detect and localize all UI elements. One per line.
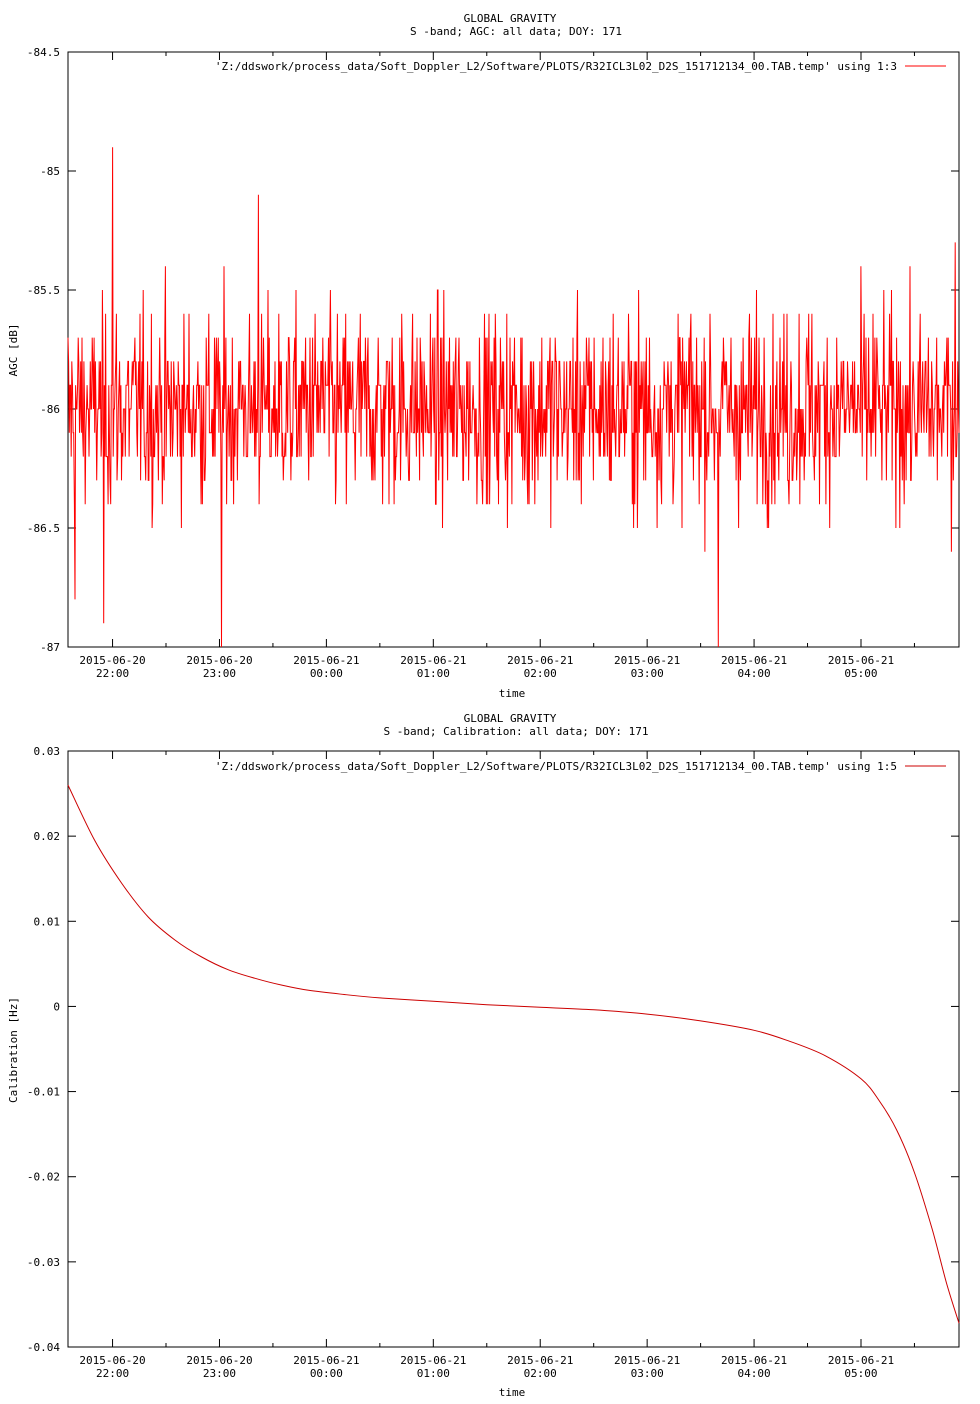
x-tick-date-label: 2015-06-20 (186, 1354, 252, 1367)
y-tick-label: -0.02 (27, 1171, 60, 1184)
x-tick-date-label: 2015-06-20 (79, 1354, 145, 1367)
calibration-x-axis-label: time (499, 1386, 526, 1399)
x-tick-time-label: 23:00 (203, 667, 236, 680)
calibration-series (67, 784, 960, 1324)
calibration-chart: GLOBAL GRAVITY S -band; Calibration: all… (7, 712, 960, 1399)
calibration-series-line (67, 784, 960, 1324)
y-tick-label: -85.5 (27, 284, 60, 297)
agc-y-ticks: -84.5 -85 -85.5 -86 -86.5 -87 (27, 46, 959, 654)
agc-chart-subtitle: S -band; AGC: all data; DOY: 171 (410, 25, 622, 38)
calibration-x-ticks: 2015-06-2022:002015-06-2023:002015-06-21… (79, 751, 915, 1380)
x-tick-date-label: 2015-06-21 (721, 1354, 787, 1367)
agc-chart-title: GLOBAL GRAVITY (464, 12, 557, 25)
agc-plot-frame (67, 51, 960, 648)
calibration-y-axis-label: Calibration [Hz] (7, 997, 20, 1103)
x-tick-time-label: 02:00 (524, 667, 557, 680)
y-tick-label: -86.5 (27, 522, 60, 535)
x-tick-date-label: 2015-06-20 (186, 654, 252, 667)
x-tick-time-label: 00:00 (310, 1367, 343, 1380)
agc-legend-label: 'Z:/ddswork/process_data/Soft_Doppler_L2… (215, 60, 897, 73)
x-tick-date-label: 2015-06-21 (400, 1354, 466, 1367)
calibration-plot-frame (67, 750, 960, 1348)
agc-series (67, 147, 960, 648)
y-tick-label: -0.01 (27, 1086, 60, 1099)
y-tick-label: -84.5 (27, 46, 60, 59)
x-tick-date-label: 2015-06-21 (828, 654, 894, 667)
x-tick-time-label: 05:00 (844, 1367, 877, 1380)
calibration-chart-subtitle: S -band; Calibration: all data; DOY: 171 (384, 725, 649, 738)
x-tick-date-label: 2015-06-21 (721, 654, 787, 667)
x-tick-time-label: 03:00 (631, 667, 664, 680)
x-tick-date-label: 2015-06-21 (293, 1354, 359, 1367)
x-tick-date-label: 2015-06-21 (507, 654, 573, 667)
y-tick-label: -0.03 (27, 1256, 60, 1269)
y-tick-label: -85 (40, 165, 60, 178)
x-tick-date-label: 2015-06-21 (400, 654, 466, 667)
agc-chart: GLOBAL GRAVITY S -band; AGC: all data; D… (7, 12, 960, 700)
y-tick-label: 0 (53, 1000, 60, 1013)
agc-x-ticks: 2015-06-2022:002015-06-2023:002015-06-21… (79, 52, 915, 680)
agc-x-axis-label: time (499, 687, 526, 700)
x-tick-time-label: 01:00 (417, 667, 450, 680)
agc-series-line (67, 147, 960, 648)
x-tick-time-label: 03:00 (631, 1367, 664, 1380)
y-tick-label: -0.04 (27, 1341, 60, 1354)
calibration-chart-title: GLOBAL GRAVITY (464, 712, 557, 725)
x-tick-date-label: 2015-06-21 (507, 1354, 573, 1367)
x-tick-date-label: 2015-06-21 (614, 1354, 680, 1367)
y-tick-label: 0.01 (34, 915, 61, 928)
x-tick-time-label: 22:00 (96, 667, 129, 680)
x-tick-date-label: 2015-06-20 (79, 654, 145, 667)
y-tick-label: 0.03 (34, 745, 61, 758)
calibration-y-ticks: 0.03 0.02 0.01 0 -0.01 -0.02 -0.03 -0.04 (27, 745, 959, 1354)
x-tick-date-label: 2015-06-21 (614, 654, 680, 667)
x-tick-time-label: 23:00 (203, 1367, 236, 1380)
x-tick-time-label: 22:00 (96, 1367, 129, 1380)
calibration-legend-label: 'Z:/ddswork/process_data/Soft_Doppler_L2… (215, 760, 897, 773)
x-tick-date-label: 2015-06-21 (293, 654, 359, 667)
x-tick-time-label: 00:00 (310, 667, 343, 680)
y-tick-label: -87 (40, 641, 60, 654)
x-tick-time-label: 04:00 (738, 667, 771, 680)
x-tick-date-label: 2015-06-21 (828, 1354, 894, 1367)
agc-y-axis-label: AGC [dB] (7, 324, 20, 377)
y-tick-label: -86 (40, 403, 60, 416)
x-tick-time-label: 01:00 (417, 1367, 450, 1380)
y-tick-label: 0.02 (34, 830, 61, 843)
x-tick-time-label: 04:00 (738, 1367, 771, 1380)
x-tick-time-label: 05:00 (844, 667, 877, 680)
x-tick-time-label: 02:00 (524, 1367, 557, 1380)
